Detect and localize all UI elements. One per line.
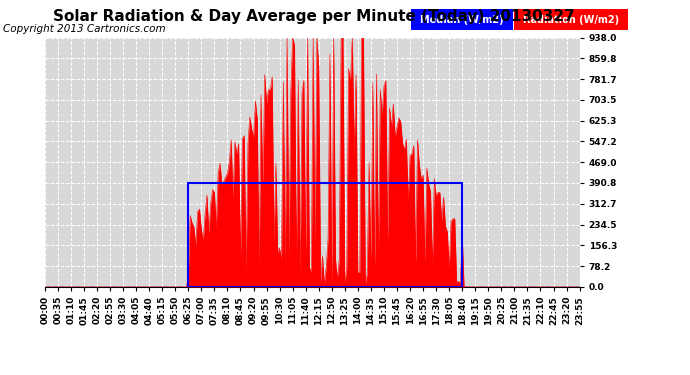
Text: Solar Radiation & Day Average per Minute (Today) 20130327: Solar Radiation & Day Average per Minute…: [53, 9, 575, 24]
Bar: [188, 183, 462, 287]
Text: Radiation (W/m2): Radiation (W/m2): [523, 15, 619, 25]
Text: Copyright 2013 Cartronics.com: Copyright 2013 Cartronics.com: [3, 24, 166, 34]
Text: Median (W/m2): Median (W/m2): [420, 15, 504, 25]
